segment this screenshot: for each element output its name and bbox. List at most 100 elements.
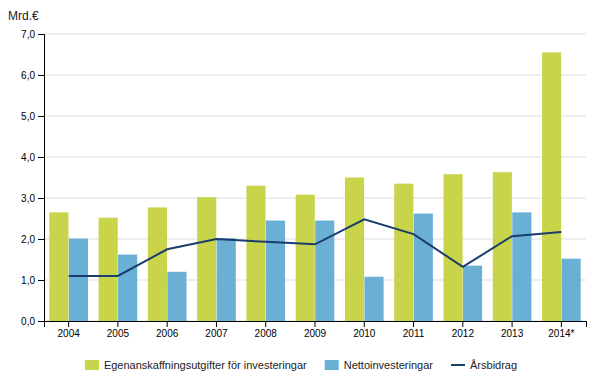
y-tick-label: 7,0 [21, 29, 35, 40]
x-tick-label: 2006 [156, 328, 179, 339]
bar [414, 214, 433, 321]
x-tick-mark [68, 321, 69, 327]
chart: 0,0 1,0 2,0 3,0 4,0 5,0 6,0 7,0 2004 2005 2006 2007… [0, 0, 602, 383]
y-tick-mark [38, 157, 44, 158]
x-tick-label: 2010 [353, 328, 376, 339]
x-tick-mark [512, 321, 513, 327]
grid [44, 34, 586, 321]
y-tick-mark [38, 321, 44, 322]
marks [49, 52, 580, 321]
x-tick-label: 2005 [107, 328, 130, 339]
bar [167, 272, 186, 321]
y-axis-line [38, 35, 45, 322]
x-tick-label: 2012 [452, 328, 475, 339]
x-tick: 2013 [501, 321, 524, 339]
y-tick: 2,0 [21, 234, 44, 245]
x-tick-label: 2011 [403, 328, 425, 339]
bar [542, 52, 561, 321]
y-tick: 1,0 [21, 275, 44, 286]
y-tick-mark [38, 75, 44, 76]
x-axis: 2004 2005 2006 2007 2008 2009 2010 2011 2012 2013… [45, 321, 587, 339]
legend-label: Nettoinvesteringar [344, 359, 434, 371]
x-tick-label: 2013 [501, 328, 524, 339]
y-tick: 0,0 [21, 316, 44, 327]
x-tick: 2006 [156, 321, 179, 339]
x-tick-mark [561, 321, 562, 327]
legend-label: Egenanskaffningsutgifter för investering… [104, 359, 307, 371]
x-tick-label: 2004 [58, 328, 81, 339]
bar [246, 186, 265, 321]
legend-item: Egenanskaffningsutgifter för investering… [85, 359, 307, 371]
line [69, 219, 562, 276]
y-axis: 0,0 1,0 2,0 3,0 4,0 5,0 6,0 7,0 [21, 29, 44, 327]
x-tick: 2008 [255, 321, 278, 339]
x-tick-label: 2008 [255, 328, 278, 339]
x-tick-mark [462, 321, 463, 327]
bar [463, 266, 482, 321]
bar-series [69, 212, 581, 321]
bar-series [49, 52, 561, 321]
x-tick-mark [364, 321, 365, 327]
x-axis-line [45, 322, 587, 328]
legend-swatch [451, 364, 465, 366]
bar [217, 238, 236, 321]
x-tick: 2014* [548, 321, 574, 339]
legend: Egenanskaffningsutgifter för investering… [85, 359, 517, 371]
bar [345, 178, 364, 322]
y-tick-label: 1,0 [21, 275, 35, 286]
bar [443, 174, 462, 321]
y-tick: 4,0 [21, 152, 44, 163]
bar [99, 218, 118, 321]
bar [562, 259, 581, 321]
y-tick-label: 0,0 [21, 316, 35, 327]
grid-line [44, 116, 586, 117]
x-tick: 2007 [205, 321, 228, 339]
y-tick-mark [38, 239, 44, 240]
bar [197, 197, 216, 321]
x-tick: 2012 [452, 321, 475, 339]
x-tick-label: 2014* [548, 328, 574, 339]
plot: 0,0 1,0 2,0 3,0 4,0 5,0 6,0 7,0 2004 2005 2006 2007… [21, 29, 586, 339]
x-tick: 2009 [304, 321, 327, 339]
x-tick-label: 2007 [205, 328, 228, 339]
y-tick-label: 3,0 [21, 193, 35, 204]
legend-item: Nettoinvesteringar [325, 359, 434, 371]
y-tick-mark [38, 198, 44, 199]
y-tick-mark [38, 116, 44, 117]
bar [118, 255, 137, 321]
y-tick-label: 5,0 [21, 111, 35, 122]
x-tick: 2010 [353, 321, 376, 339]
legend-item: Årsbidrag [451, 359, 517, 371]
y-tick: 3,0 [21, 193, 44, 204]
x-tick: 2005 [107, 321, 130, 339]
bar [512, 212, 531, 321]
x-tick-mark [117, 321, 118, 327]
y-tick-mark [38, 34, 44, 35]
bar [266, 221, 285, 321]
legend-label: Årsbidrag [470, 359, 517, 371]
x-tick-mark [315, 321, 316, 327]
x-tick: 2011 [403, 321, 425, 339]
y-tick: 7,0 [21, 29, 44, 40]
bar [296, 195, 315, 321]
legend-swatch [325, 360, 339, 370]
x-tick-mark [413, 321, 414, 327]
x-tick-mark [265, 321, 266, 327]
y-tick-mark [38, 280, 44, 281]
bar [394, 184, 413, 321]
x-tick-label: 2009 [304, 328, 327, 339]
y-tick-label: 6,0 [21, 70, 35, 81]
y-tick: 5,0 [21, 111, 44, 122]
grid-line [44, 157, 586, 158]
bar [69, 239, 88, 321]
grid-line [44, 75, 586, 76]
x-tick-mark [216, 321, 217, 327]
y-tick-label: 4,0 [21, 152, 35, 163]
legend-swatch [85, 360, 99, 370]
bar [49, 212, 68, 321]
x-tick: 2004 [58, 321, 81, 339]
y-tick: 6,0 [21, 70, 44, 81]
y-axis-title: Mrd.€ [8, 9, 39, 23]
x-tick-mark [167, 321, 168, 327]
grid-line [44, 34, 586, 35]
